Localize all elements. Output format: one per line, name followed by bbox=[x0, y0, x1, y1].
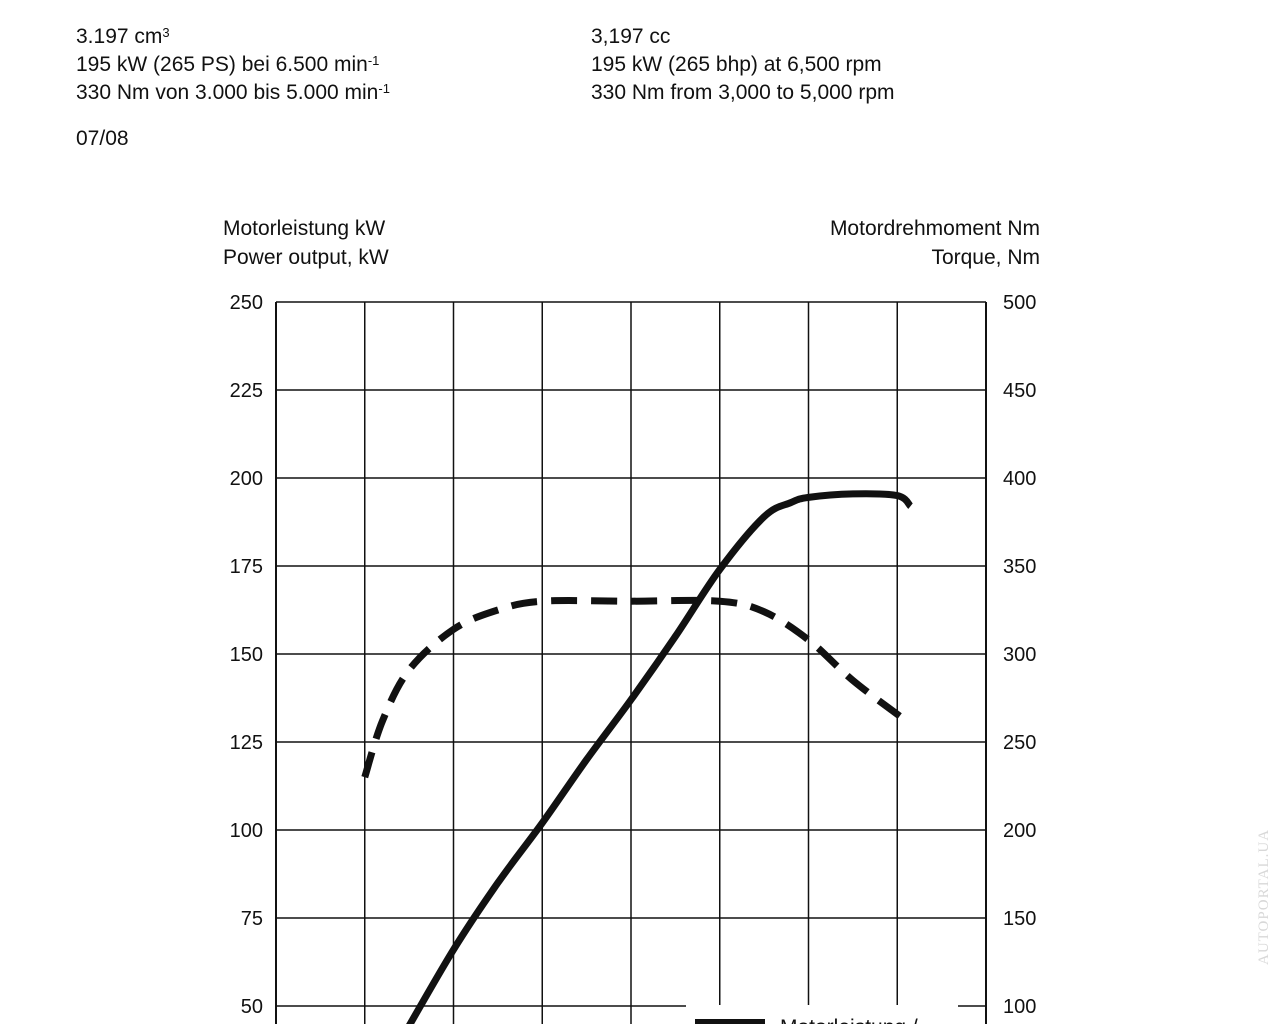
right-tick-label: 300 bbox=[1003, 644, 1036, 666]
right-tick-label: 400 bbox=[1003, 468, 1036, 490]
left-tick-label: 200 bbox=[230, 468, 263, 490]
left-tick-label: 150 bbox=[230, 644, 263, 666]
left-tick-label: 250 bbox=[230, 292, 263, 314]
specs-english: 3,197 cc 195 kW (265 bhp) at 6,500 rpm 3… bbox=[591, 23, 895, 107]
left-tick-label: 175 bbox=[230, 556, 263, 578]
power-de: 195 kW (265 PS) bei 6.500 min-1 bbox=[76, 53, 380, 76]
left-tick-label: 125 bbox=[230, 732, 263, 754]
specs-german: 3.197 cm3 195 kW (265 PS) bei 6.500 min-… bbox=[76, 23, 390, 107]
right-axis-title: Motordrehmoment Nm bbox=[830, 217, 1040, 240]
power-en: 195 kW (265 bhp) at 6,500 rpm bbox=[591, 53, 882, 76]
legend-power-label: Motorleistung / bbox=[780, 1016, 918, 1024]
right-tick-label: 250 bbox=[1003, 732, 1036, 754]
left-axis-title: Motorleistung kW bbox=[223, 217, 385, 240]
left-tick-label: 225 bbox=[230, 380, 263, 402]
right-tick-label: 350 bbox=[1003, 556, 1036, 578]
right-tick-label: 450 bbox=[1003, 380, 1036, 402]
right-axis-title: Torque, Nm bbox=[931, 246, 1040, 269]
right-tick-label: 200 bbox=[1003, 820, 1036, 842]
torque-curve bbox=[361, 596, 909, 779]
power-curve bbox=[406, 490, 914, 1024]
left-axis-title: Power output, kW bbox=[223, 246, 389, 269]
left-tick-label: 75 bbox=[241, 908, 263, 930]
date-code: 07/08 bbox=[76, 127, 129, 150]
displacement-en: 3,197 cc bbox=[591, 25, 671, 48]
torque-de: 330 Nm von 3.000 bis 5.000 min-1 bbox=[76, 81, 390, 104]
left-tick-label: 50 bbox=[241, 996, 263, 1018]
right-tick-label: 500 bbox=[1003, 292, 1036, 314]
displacement-de: 3.197 cm3 bbox=[76, 25, 170, 48]
left-tick-label: 100 bbox=[230, 820, 263, 842]
right-tick-label: 150 bbox=[1003, 908, 1036, 930]
right-tick-label: 100 bbox=[1003, 996, 1036, 1018]
torque-en: 330 Nm from 3,000 to 5,000 rpm bbox=[591, 81, 895, 104]
